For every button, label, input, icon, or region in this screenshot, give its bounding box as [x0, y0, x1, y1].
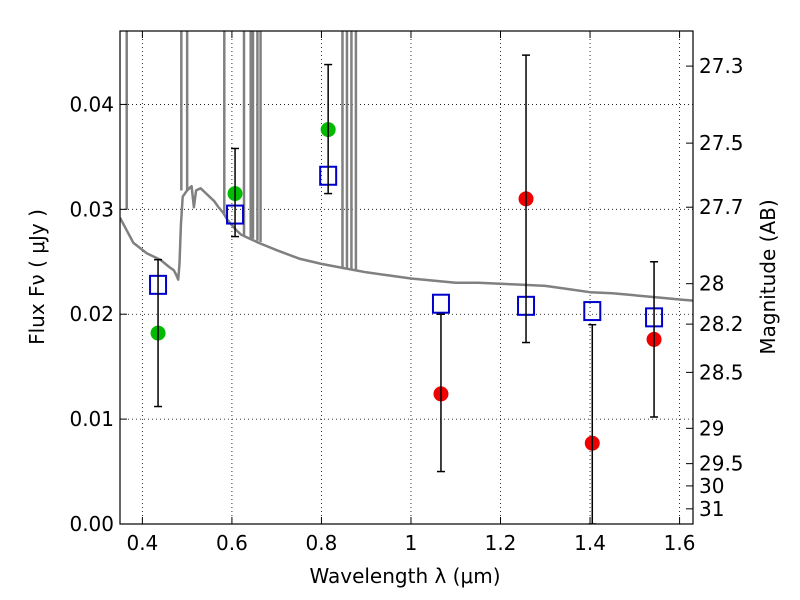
model-spectrum-line	[120, 184, 693, 302]
y2-tick-label: 27.3	[699, 54, 744, 78]
y2-axis-label: Magnitude (AB)	[756, 199, 780, 354]
x-tick-label: 1.6	[664, 531, 696, 555]
y-tick-label: 0.00	[69, 512, 114, 536]
y-axis-label: Flux Fν ( μJy )	[25, 209, 49, 345]
y2-tick-label: 27.5	[699, 131, 744, 155]
x-tick-label: 1.4	[574, 531, 606, 555]
x-tick-label: 0.6	[216, 531, 248, 555]
x-tick-label: 1	[405, 531, 418, 555]
plot-frame	[119, 30, 694, 525]
y2-tick-label: 28	[699, 272, 724, 296]
x-tick-label: 1.2	[485, 531, 517, 555]
model-flux-square	[583, 301, 602, 322]
y2-tick-label: 29	[699, 416, 724, 440]
y-tick-label: 0.03	[69, 197, 114, 221]
y-tick-label: 0.01	[69, 407, 114, 431]
y2-tick-label: 27.7	[699, 195, 744, 219]
x-tick-label: 0.4	[126, 531, 158, 555]
y2-tick-label: 31	[699, 497, 724, 521]
x-tick-label: 0.8	[306, 531, 338, 555]
y-tick-label: 0.04	[69, 92, 114, 116]
axis-ticks: 0.4 0.6 0.8 1 1.2 1.4 1.6 0.00 0.01 0.02 0.03 0.04 2…	[69, 31, 744, 555]
y2-tick-label: 28.2	[699, 312, 744, 336]
y2-tick-label: 29.5	[699, 452, 744, 476]
y-tick-label: 0.02	[69, 302, 114, 326]
y2-tick-label: 30	[699, 474, 724, 498]
plot-area	[120, 31, 693, 524]
x-axis-label: Wavelength λ (μm)	[309, 564, 500, 588]
model-flux-square	[431, 293, 450, 314]
y2-tick-label: 28.5	[699, 360, 744, 384]
